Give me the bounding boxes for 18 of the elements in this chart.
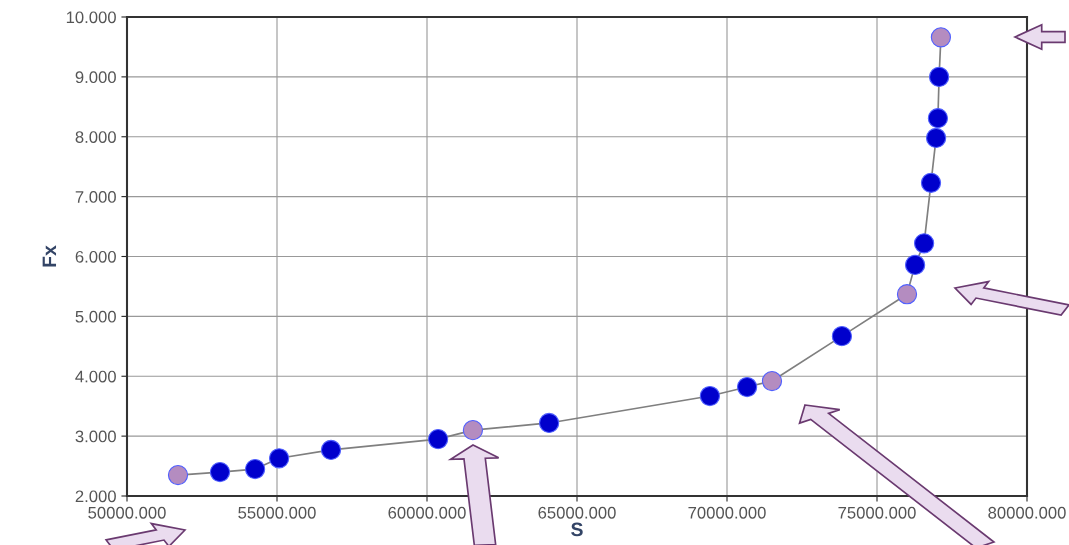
x-axis-title: S <box>571 522 583 537</box>
y-tick-label: 3.000 <box>75 430 116 443</box>
y-tick-label: 9.000 <box>75 71 116 84</box>
y-tick-label: 5.000 <box>75 310 116 323</box>
x-tick-label: 80000.000 <box>988 506 1066 519</box>
y-tick-label: 2.000 <box>75 490 116 503</box>
y-tick-label: 4.000 <box>75 370 116 383</box>
x-tick-label: 60000.000 <box>388 506 466 519</box>
y-tick-label: 6.000 <box>75 250 116 263</box>
x-tick-label: 75000.000 <box>838 506 916 519</box>
x-tick-label: 55000.000 <box>238 506 316 519</box>
y-tick-label: 7.000 <box>75 191 116 203</box>
x-tick-label: 65000.000 <box>538 506 616 519</box>
x-tick-label: 50000.000 <box>88 506 166 519</box>
y-tick-label: 8.000 <box>75 131 116 143</box>
y-tick-label: 10.000 <box>66 11 116 24</box>
y-axis-title: Fx <box>42 245 57 267</box>
x-tick-label: 70000.000 <box>688 506 766 519</box>
